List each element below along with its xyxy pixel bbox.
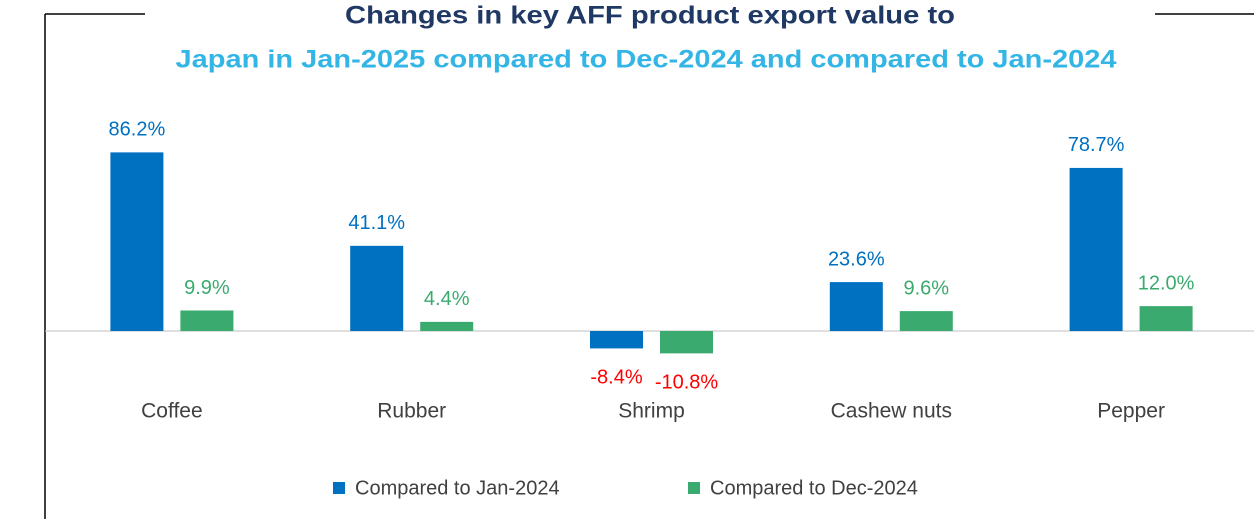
data-label: 23.6% (828, 248, 885, 270)
bar (1069, 167, 1123, 331)
chart-subtitle: Japan in Jan-2025 compared to Dec-2024 a… (176, 46, 1117, 74)
data-label: 4.4% (424, 288, 470, 310)
x-tick-label: Pepper (1097, 400, 1165, 423)
bar (180, 310, 234, 331)
bar (110, 152, 164, 331)
data-label: 41.1% (348, 212, 405, 234)
bar (899, 311, 953, 331)
data-label: -10.8% (655, 372, 719, 394)
data-label: -8.4% (590, 367, 642, 389)
x-tick-label: Coffee (141, 400, 203, 423)
bar (829, 282, 883, 331)
legend-swatch (333, 482, 345, 494)
frame (44, 13, 1254, 519)
data-label: 12.0% (1138, 272, 1195, 294)
x-tick-label: Cashew nuts (831, 400, 952, 423)
x-tick-label: Rubber (377, 400, 446, 423)
bar (660, 331, 713, 354)
bar (420, 321, 474, 331)
chart-title: Changes in key AFF product export value … (345, 2, 955, 30)
bar (590, 331, 643, 349)
data-label: 9.9% (184, 277, 230, 299)
bar (1139, 306, 1193, 331)
data-label: 9.6% (904, 277, 950, 299)
bar (350, 245, 404, 331)
x-tick-label: Shrimp (618, 400, 685, 423)
data-label: 78.7% (1068, 134, 1125, 156)
legend-label: Compared to Jan-2024 (355, 477, 560, 499)
data-label: 86.2% (109, 119, 166, 141)
legend-swatch (688, 482, 700, 494)
legend-label: Compared to Dec-2024 (710, 477, 918, 499)
